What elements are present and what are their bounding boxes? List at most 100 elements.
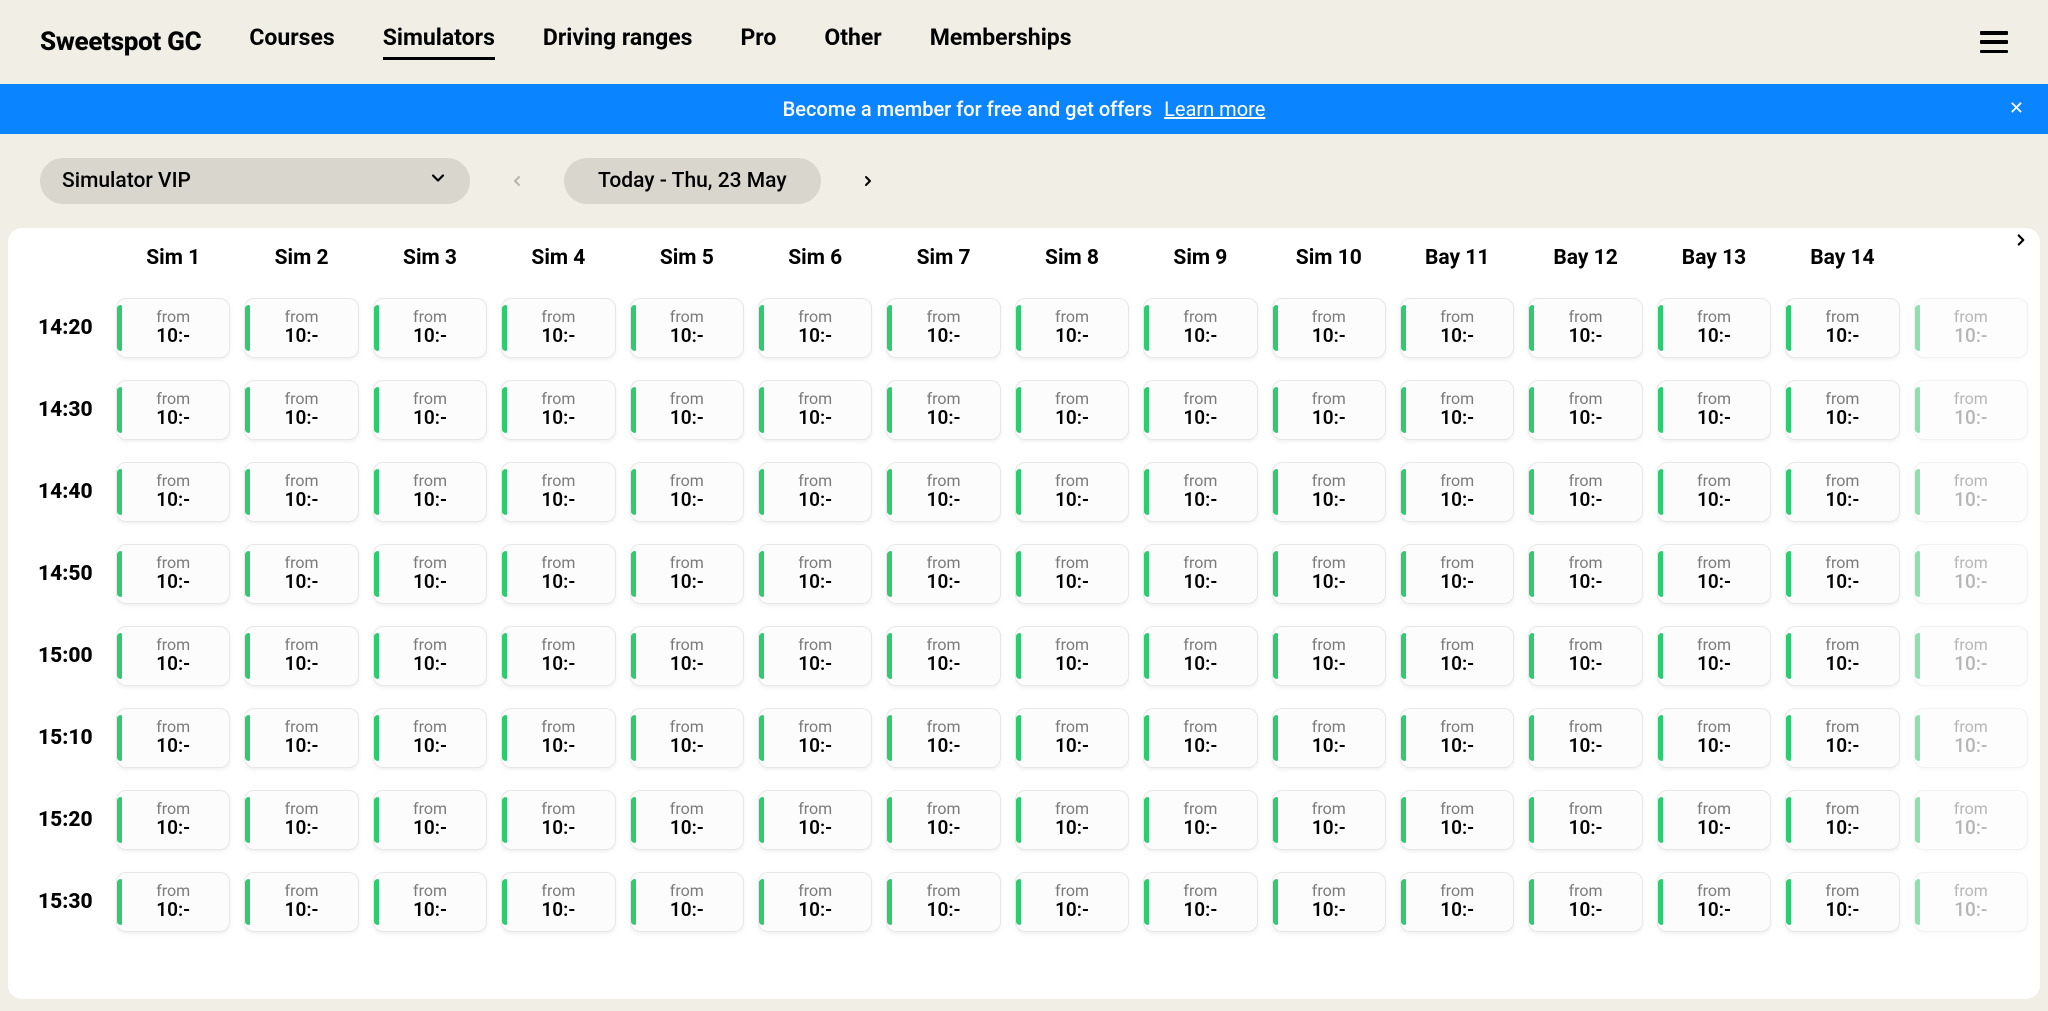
booking-slot[interactable]: from10:- xyxy=(1400,708,1514,768)
booking-slot[interactable]: from10:- xyxy=(630,872,744,932)
booking-slot[interactable]: from10:- xyxy=(630,544,744,604)
booking-slot[interactable]: from10:- xyxy=(1400,872,1514,932)
booking-slot[interactable]: from10:- xyxy=(1272,872,1386,932)
booking-slot[interactable]: from10:- xyxy=(116,708,230,768)
booking-slot[interactable]: from10:- xyxy=(1657,626,1771,686)
booking-slot[interactable]: from10:- xyxy=(1785,626,1899,686)
booking-slot[interactable]: from10:- xyxy=(373,462,487,522)
booking-slot[interactable]: from10:- xyxy=(1785,462,1899,522)
booking-slot[interactable]: from10:- xyxy=(1914,544,2028,604)
booking-slot[interactable]: from10:- xyxy=(1400,626,1514,686)
booking-slot[interactable]: from10:- xyxy=(1914,790,2028,850)
booking-slot[interactable]: from10:- xyxy=(1015,626,1129,686)
booking-slot[interactable]: from10:- xyxy=(1785,708,1899,768)
resource-selector[interactable]: Simulator VIP xyxy=(40,158,470,204)
booking-slot[interactable]: from10:- xyxy=(886,462,1000,522)
booking-slot[interactable]: from10:- xyxy=(1015,462,1129,522)
booking-slot[interactable]: from10:- xyxy=(630,298,744,358)
booking-slot[interactable]: from10:- xyxy=(1914,708,2028,768)
booking-slot[interactable]: from10:- xyxy=(244,872,358,932)
booking-slot[interactable]: from10:- xyxy=(1785,298,1899,358)
booking-slot[interactable]: from10:- xyxy=(244,708,358,768)
booking-slot[interactable]: from10:- xyxy=(1272,708,1386,768)
date-selector[interactable]: Today - Thu, 23 May xyxy=(564,158,821,204)
booking-slot[interactable]: from10:- xyxy=(1143,626,1257,686)
booking-slot[interactable]: from10:- xyxy=(244,462,358,522)
booking-slot[interactable]: from10:- xyxy=(1914,380,2028,440)
booking-slot[interactable]: from10:- xyxy=(1272,626,1386,686)
booking-slot[interactable]: from10:- xyxy=(1143,380,1257,440)
booking-slot[interactable]: from10:- xyxy=(886,544,1000,604)
booking-slot[interactable]: from10:- xyxy=(116,872,230,932)
booking-slot[interactable]: from10:- xyxy=(1400,790,1514,850)
booking-slot[interactable]: from10:- xyxy=(373,544,487,604)
booking-slot[interactable]: from10:- xyxy=(1143,462,1257,522)
booking-slot[interactable]: from10:- xyxy=(1528,380,1642,440)
booking-slot[interactable]: from10:- xyxy=(1914,872,2028,932)
booking-slot[interactable]: from10:- xyxy=(630,708,744,768)
booking-slot[interactable]: from10:- xyxy=(1528,544,1642,604)
booking-slot[interactable]: from10:- xyxy=(501,380,615,440)
booking-slot[interactable]: from10:- xyxy=(1400,298,1514,358)
booking-slot[interactable]: from10:- xyxy=(1143,708,1257,768)
booking-slot[interactable]: from10:- xyxy=(244,380,358,440)
booking-slot[interactable]: from10:- xyxy=(1657,380,1771,440)
booking-slot[interactable]: from10:- xyxy=(1272,462,1386,522)
booking-slot[interactable]: from10:- xyxy=(1400,380,1514,440)
booking-slot[interactable]: from10:- xyxy=(886,298,1000,358)
booking-slot[interactable]: from10:- xyxy=(1143,544,1257,604)
booking-slot[interactable]: from10:- xyxy=(1914,298,2028,358)
booking-slot[interactable]: from10:- xyxy=(244,298,358,358)
booking-slot[interactable]: from10:- xyxy=(1785,544,1899,604)
booking-slot[interactable]: from10:- xyxy=(1015,790,1129,850)
booking-slot[interactable]: from10:- xyxy=(1143,298,1257,358)
booking-slot[interactable]: from10:- xyxy=(1272,380,1386,440)
booking-slot[interactable]: from10:- xyxy=(758,872,872,932)
booking-slot[interactable]: from10:- xyxy=(886,626,1000,686)
booking-slot[interactable]: from10:- xyxy=(244,790,358,850)
booking-slot[interactable]: from10:- xyxy=(886,708,1000,768)
booking-slot[interactable]: from10:- xyxy=(501,708,615,768)
booking-slot[interactable]: from10:- xyxy=(501,298,615,358)
booking-slot[interactable]: from10:- xyxy=(1657,790,1771,850)
booking-slot[interactable]: from10:- xyxy=(1143,872,1257,932)
booking-slot[interactable]: from10:- xyxy=(1657,708,1771,768)
booking-slot[interactable]: from10:- xyxy=(1015,708,1129,768)
nav-memberships[interactable]: Memberships xyxy=(930,24,1072,60)
booking-slot[interactable]: from10:- xyxy=(373,298,487,358)
booking-slot[interactable]: from10:- xyxy=(1143,790,1257,850)
booking-slot[interactable]: from10:- xyxy=(1657,462,1771,522)
booking-slot[interactable]: from10:- xyxy=(630,790,744,850)
booking-slot[interactable]: from10:- xyxy=(1657,872,1771,932)
close-icon[interactable]: ✕ xyxy=(2009,100,2024,118)
booking-slot[interactable]: from10:- xyxy=(116,544,230,604)
nav-courses[interactable]: Courses xyxy=(249,24,334,60)
booking-slot[interactable]: from10:- xyxy=(1528,298,1642,358)
nav-driving-ranges[interactable]: Driving ranges xyxy=(543,24,693,60)
booking-slot[interactable]: from10:- xyxy=(501,626,615,686)
booking-slot[interactable]: from10:- xyxy=(758,544,872,604)
booking-slot[interactable]: from10:- xyxy=(1528,790,1642,850)
booking-slot[interactable]: from10:- xyxy=(244,626,358,686)
booking-slot[interactable]: from10:- xyxy=(116,626,230,686)
booking-slot[interactable]: from10:- xyxy=(1015,544,1129,604)
booking-slot[interactable]: from10:- xyxy=(116,462,230,522)
booking-slot[interactable]: from10:- xyxy=(116,380,230,440)
booking-slot[interactable]: from10:- xyxy=(1015,872,1129,932)
booking-slot[interactable]: from10:- xyxy=(1657,298,1771,358)
booking-slot[interactable]: from10:- xyxy=(116,790,230,850)
booking-slot[interactable]: from10:- xyxy=(758,462,872,522)
booking-slot[interactable]: from10:- xyxy=(886,380,1000,440)
booking-slot[interactable]: from10:- xyxy=(1528,626,1642,686)
booking-slot[interactable]: from10:- xyxy=(758,626,872,686)
date-next-button[interactable] xyxy=(845,158,891,204)
booking-slot[interactable]: from10:- xyxy=(1015,298,1129,358)
booking-slot[interactable]: from10:- xyxy=(758,790,872,850)
booking-slot[interactable]: from10:- xyxy=(630,626,744,686)
booking-slot[interactable]: from10:- xyxy=(1272,298,1386,358)
booking-slot[interactable]: from10:- xyxy=(501,462,615,522)
booking-slot[interactable]: from10:- xyxy=(1785,872,1899,932)
booking-slot[interactable]: from10:- xyxy=(1785,380,1899,440)
booking-slot[interactable]: from10:- xyxy=(1528,708,1642,768)
booking-slot[interactable]: from10:- xyxy=(758,708,872,768)
